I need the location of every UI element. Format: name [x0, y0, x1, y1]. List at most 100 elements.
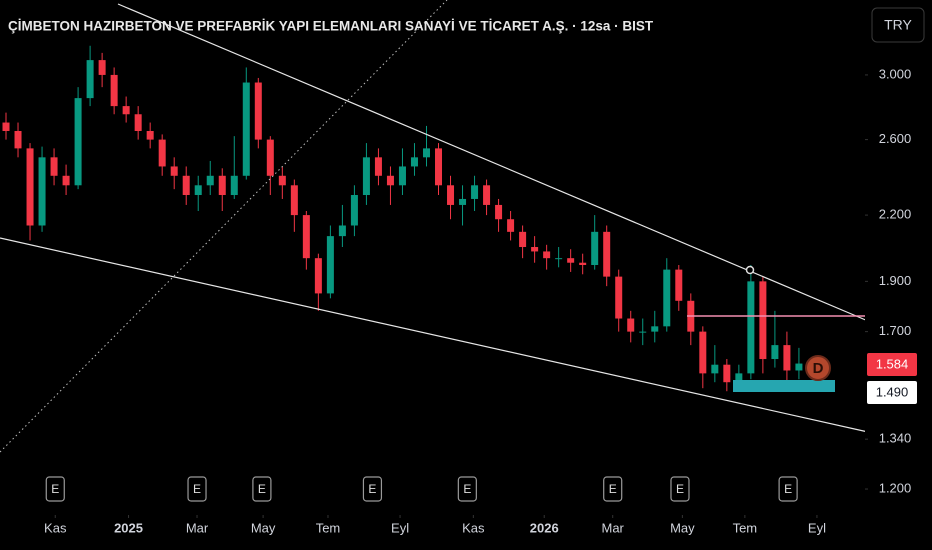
candle-body — [50, 157, 58, 176]
candle — [471, 175, 479, 212]
event-box — [778, 476, 798, 502]
event-label: E — [258, 482, 266, 496]
candle — [14, 122, 22, 158]
candle-body — [2, 122, 10, 131]
event-box — [457, 476, 477, 502]
candle-body — [254, 82, 262, 140]
candle — [603, 225, 611, 287]
candle — [386, 166, 394, 205]
candle — [410, 143, 418, 176]
event-label: E — [676, 482, 684, 496]
candle — [122, 96, 130, 123]
event-box — [252, 476, 272, 502]
candle-body — [326, 236, 334, 294]
event-label: E — [784, 482, 792, 496]
candle-body — [182, 175, 190, 196]
price-axis — [865, 0, 932, 550]
x-tick-label: May — [251, 520, 276, 535]
y-tick-label: 1.900 — [879, 273, 912, 288]
event-marker[interactable]: E — [603, 476, 623, 502]
candle — [567, 249, 575, 272]
x-tick-label: May — [670, 520, 695, 535]
candle-body — [266, 139, 274, 176]
candle-body — [543, 251, 551, 259]
candle-body — [26, 148, 34, 226]
candle-body — [170, 166, 178, 176]
event-marker[interactable]: E — [670, 476, 690, 502]
candle-body — [338, 225, 346, 237]
candle — [254, 77, 262, 149]
event-box — [45, 476, 65, 502]
candle — [747, 265, 755, 380]
candle-body — [410, 157, 418, 167]
event-marker[interactable]: E — [362, 476, 383, 502]
candle — [639, 318, 647, 346]
candle — [459, 185, 467, 226]
y-tick-label: 3.000 — [879, 66, 912, 81]
candle — [158, 134, 166, 176]
candle-body — [362, 157, 370, 196]
x-tick-label: Eyl — [391, 520, 409, 535]
candle — [242, 67, 250, 180]
candle-body — [531, 247, 539, 252]
pivot-marker — [745, 265, 755, 275]
candle — [435, 143, 443, 196]
candle-body — [747, 281, 755, 374]
currency-button[interactable]: TRY — [871, 7, 925, 43]
candle-body — [723, 364, 731, 383]
candle — [723, 359, 731, 392]
candle-body — [603, 231, 611, 277]
candle — [447, 175, 455, 220]
candle-body — [14, 130, 22, 149]
candle-body — [663, 269, 671, 327]
candle-body — [134, 114, 142, 131]
event-marker[interactable]: E — [187, 476, 207, 502]
level-price-bg — [867, 381, 917, 404]
candle — [194, 175, 202, 212]
level-price-tag: 1.490 — [867, 381, 917, 404]
dividend-marker[interactable]: D — [805, 355, 831, 381]
candle — [50, 148, 58, 186]
event-marker[interactable]: E — [252, 476, 272, 502]
candle — [290, 179, 298, 232]
candle — [74, 87, 82, 190]
candle — [110, 67, 118, 115]
candle-body — [699, 331, 707, 374]
candle-body — [591, 231, 599, 266]
event-marker[interactable]: E — [778, 476, 798, 502]
event-marker[interactable]: E — [45, 476, 65, 502]
candle — [507, 211, 515, 241]
y-tick-label: 2.200 — [879, 207, 912, 222]
candle-body — [495, 204, 503, 220]
support-zone — [733, 380, 835, 392]
candle — [86, 45, 94, 107]
candles — [2, 45, 803, 392]
candle-body — [447, 185, 455, 205]
candle-body — [38, 157, 46, 226]
currency-label: TRY — [884, 17, 912, 33]
candle-body — [194, 185, 202, 196]
candle — [206, 160, 214, 196]
candle-body — [783, 345, 791, 371]
candle — [483, 179, 491, 216]
candle-body — [350, 195, 358, 226]
candle-body — [435, 148, 443, 186]
candle-body — [242, 82, 250, 176]
event-marker[interactable]: E — [457, 476, 477, 502]
candle-body — [711, 364, 719, 374]
candle-body — [579, 262, 587, 266]
candle-body — [507, 219, 515, 232]
dividend-circle[interactable] — [805, 355, 831, 381]
candle — [771, 310, 779, 368]
currency-box[interactable] — [871, 7, 925, 43]
level-price-label: 1.490 — [876, 384, 909, 399]
candle — [663, 258, 671, 332]
candle-body — [206, 175, 214, 186]
candle-body — [98, 60, 106, 75]
candle — [651, 310, 659, 343]
candle-body — [519, 231, 527, 248]
candle — [62, 164, 70, 196]
candle-body — [386, 175, 394, 186]
candle — [170, 157, 178, 190]
